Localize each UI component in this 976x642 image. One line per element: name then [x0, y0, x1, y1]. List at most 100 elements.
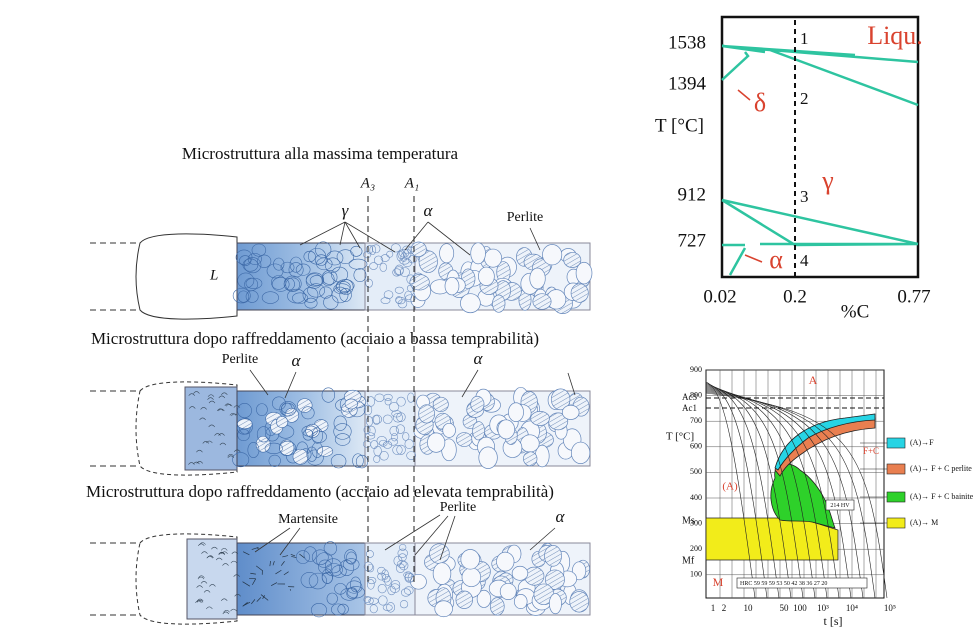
scribble	[229, 413, 237, 416]
grain	[330, 454, 347, 469]
grain	[545, 569, 565, 590]
grain	[346, 586, 365, 599]
point-label: 3	[800, 187, 809, 206]
grain	[409, 274, 430, 291]
needle	[270, 582, 278, 586]
scribble	[207, 397, 214, 400]
grain	[394, 264, 404, 276]
grain	[337, 603, 349, 615]
grain	[406, 451, 416, 460]
scribble	[195, 600, 202, 603]
grain	[264, 442, 283, 454]
scribble	[234, 594, 241, 597]
scribble	[221, 392, 228, 396]
grain	[237, 290, 250, 303]
grain	[478, 266, 495, 286]
scribble	[208, 424, 215, 428]
needle	[260, 594, 269, 601]
y-tick-label: 700	[690, 416, 702, 425]
legend-label: (A)→ M	[910, 518, 938, 527]
grain	[363, 404, 373, 416]
needle	[291, 556, 297, 558]
grain	[570, 441, 591, 464]
grain	[496, 551, 515, 572]
grain	[266, 263, 284, 279]
ms-label: Ms	[682, 515, 695, 526]
grain	[386, 250, 394, 258]
grain	[532, 293, 552, 310]
scribble	[231, 551, 239, 555]
needle	[256, 597, 262, 602]
grain	[476, 589, 492, 608]
grain	[307, 283, 325, 298]
needle	[242, 551, 250, 556]
scribble	[221, 598, 228, 602]
perlite-label: Perlite	[507, 210, 544, 225]
grain	[388, 438, 398, 446]
grain	[302, 429, 314, 441]
needle	[252, 578, 256, 586]
needle	[299, 553, 306, 559]
grain	[372, 415, 381, 426]
grain	[397, 548, 408, 558]
needle	[262, 595, 265, 600]
grain	[377, 584, 387, 594]
grain	[342, 558, 360, 571]
legend-swatch	[886, 437, 906, 449]
grain	[381, 573, 391, 583]
needle	[269, 560, 271, 567]
grain	[256, 426, 271, 443]
scribble	[233, 405, 241, 408]
region-label: α	[769, 245, 783, 274]
grain	[470, 395, 485, 413]
alpha-label: α	[556, 507, 566, 526]
hrc-label: HRC 59 59 59 53 50 42 38 36 27 20	[740, 581, 827, 587]
grain	[492, 294, 506, 313]
grain	[542, 244, 563, 266]
grain	[323, 295, 339, 310]
grain	[251, 243, 267, 257]
grain	[370, 440, 379, 449]
scribble	[227, 453, 234, 457]
alpha-label: α	[292, 351, 302, 370]
cct-diagram: (A)→F (A)→ F + C perlite (A)→ F + C bainit…	[666, 365, 974, 628]
grain	[283, 277, 295, 291]
grain	[306, 446, 318, 462]
hv-label: 214 HV	[830, 503, 850, 509]
grain	[369, 245, 377, 256]
grain	[315, 241, 332, 258]
grain	[399, 600, 409, 609]
needle	[242, 581, 251, 587]
tail	[90, 542, 140, 616]
needle	[290, 554, 296, 557]
region-label: A	[809, 373, 818, 387]
grain	[303, 250, 316, 263]
needle	[243, 601, 251, 606]
region-label: F+C	[863, 446, 879, 456]
grain	[399, 561, 409, 571]
grain	[497, 419, 516, 440]
grain	[461, 567, 482, 588]
grain	[237, 418, 253, 430]
legend-label: (A)→ F + C bainite	[910, 492, 974, 501]
scribble	[198, 575, 205, 578]
phase-diagram: 1538 1394 912 727 T [°C] 0.02 0.2 0.77 %…	[655, 15, 931, 322]
grain	[432, 396, 449, 412]
phase-lines	[721, 44, 919, 276]
grain	[345, 551, 357, 565]
scribble	[203, 590, 211, 593]
tail	[90, 242, 140, 311]
grain	[410, 573, 427, 590]
grain	[489, 597, 505, 616]
grain	[569, 591, 590, 613]
grain	[311, 441, 323, 458]
y-tick-label: 400	[690, 493, 702, 502]
grain	[352, 453, 364, 468]
grain	[271, 277, 290, 292]
grain	[511, 565, 529, 581]
grain	[317, 445, 334, 457]
needle	[283, 571, 289, 576]
grain	[530, 411, 550, 426]
needle	[282, 555, 289, 558]
